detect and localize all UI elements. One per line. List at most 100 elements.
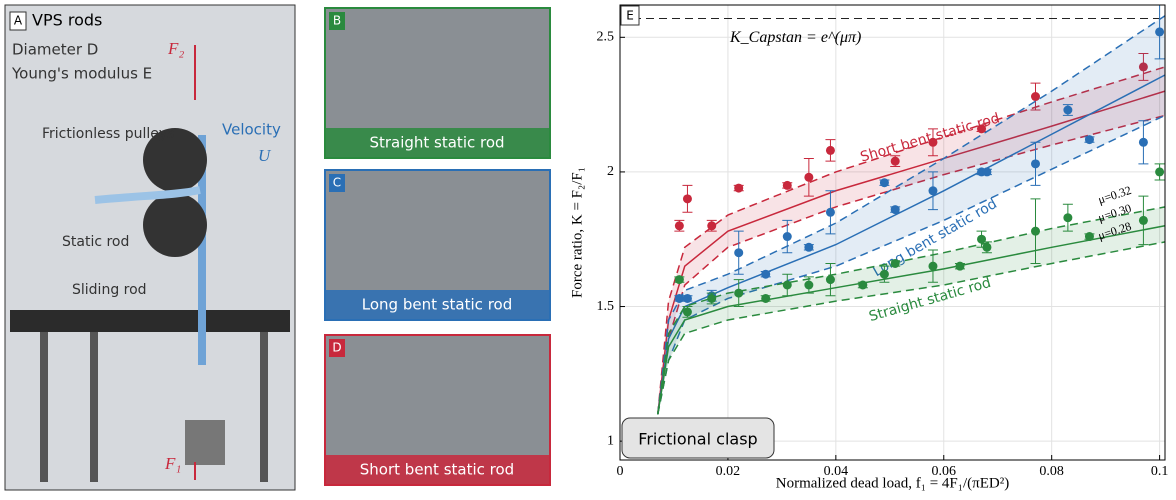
data-point [782,232,792,242]
panel-label: E [626,9,634,23]
fit-bound [657,66,1166,415]
panel-label: B [333,14,341,28]
data-point [1155,167,1165,177]
data-point [825,145,835,155]
data-point [1138,137,1148,147]
data-point [977,124,987,134]
caption: Straight static rod [369,134,504,152]
caption: Long bent static rod [362,296,512,314]
data-point [982,167,992,177]
data-point [928,261,938,271]
capstan-label: K_Capstan = e^(μπ) [729,29,861,46]
leg [40,332,48,482]
x-tick-label: 0.1 [1151,464,1169,479]
label: Static rod [62,234,129,250]
data-point [782,280,792,290]
panel-title: VPS rods [32,11,102,30]
data-point [682,194,692,204]
pulley [143,193,207,257]
data-point [1138,62,1148,72]
x-tick-label: 0.06 [932,464,957,479]
fit-line [657,90,1166,415]
fit-line [657,74,1166,415]
data-point [879,178,889,188]
table [10,310,290,332]
data-point [1084,135,1094,145]
data-point [928,186,938,196]
panel-b: B Straight static rod [324,7,551,159]
label: F₂ [167,39,184,58]
leg [260,332,268,482]
fit-band [657,206,1165,415]
data-point [1155,27,1165,37]
data-point [1030,226,1040,236]
panel-label-box [620,5,640,26]
data-point [879,269,889,279]
data-point [955,261,965,271]
data-point [682,307,692,317]
data-point [1084,232,1094,242]
fit-line [657,225,1166,415]
label: Frictionless pulleys [42,126,174,142]
label: Diameter D [12,41,98,59]
weight [185,420,225,465]
data-point [804,280,814,290]
data-point [890,205,900,215]
data-point [782,180,792,190]
panel-label: C [333,176,341,190]
data-point [825,275,835,285]
data-point [707,221,717,231]
x-tick-label: 0 [617,464,624,479]
caption: Short bent static rod [360,461,514,479]
photo-a [4,4,296,491]
clasp-label: Frictional clasp [638,430,757,449]
fit-band [657,15,1165,415]
data-point [890,258,900,268]
leg [90,332,98,482]
panel-d: D Short bent static rod [324,334,551,486]
fit-bound [657,241,1166,415]
data-point [674,293,684,303]
data-point [761,293,771,303]
data-point [1063,105,1073,115]
panel-label: A [14,14,23,28]
static-rod [94,186,201,204]
data-point [761,269,771,279]
chart-e: 0 0.02 0.04 0.06 0.08 0.1 1 1.5 2 2.5 K_Capstan = … [569,4,1169,491]
x-tick-label: 0.02 [716,464,741,479]
x-tick-label: 0.04 [824,464,849,479]
label: Sliding rod [72,282,147,298]
data-point [682,293,692,303]
y-tick-label: 2 [607,164,614,179]
data-point [890,156,900,166]
panel-label-box [329,339,345,357]
fit-bound [657,114,1166,415]
data-point [707,293,717,303]
label: U [258,146,272,165]
pulley [143,128,207,192]
y-tick-label: 1.5 [597,299,615,314]
data-point [982,242,992,252]
x-tick-label: 0.08 [1039,464,1064,479]
panel-label: D [332,341,341,355]
data-point [858,280,868,290]
frame [619,4,1166,461]
caption-bar [326,455,549,484]
data-point [1030,159,1040,169]
data-point [1138,215,1148,225]
plot-area [620,5,1165,460]
fit-bound [657,15,1166,415]
data-point [825,207,835,217]
y-tick-label: 1 [607,433,614,448]
caption-bar [326,128,549,157]
clasp-box [621,417,775,459]
rod [198,135,206,365]
label: Young's modulus E [11,65,152,83]
label: Velocity [222,121,281,139]
data-point [1030,92,1040,102]
panel-c: C Long bent static rod [324,169,551,321]
data-point [674,275,684,285]
data-point [734,248,744,258]
